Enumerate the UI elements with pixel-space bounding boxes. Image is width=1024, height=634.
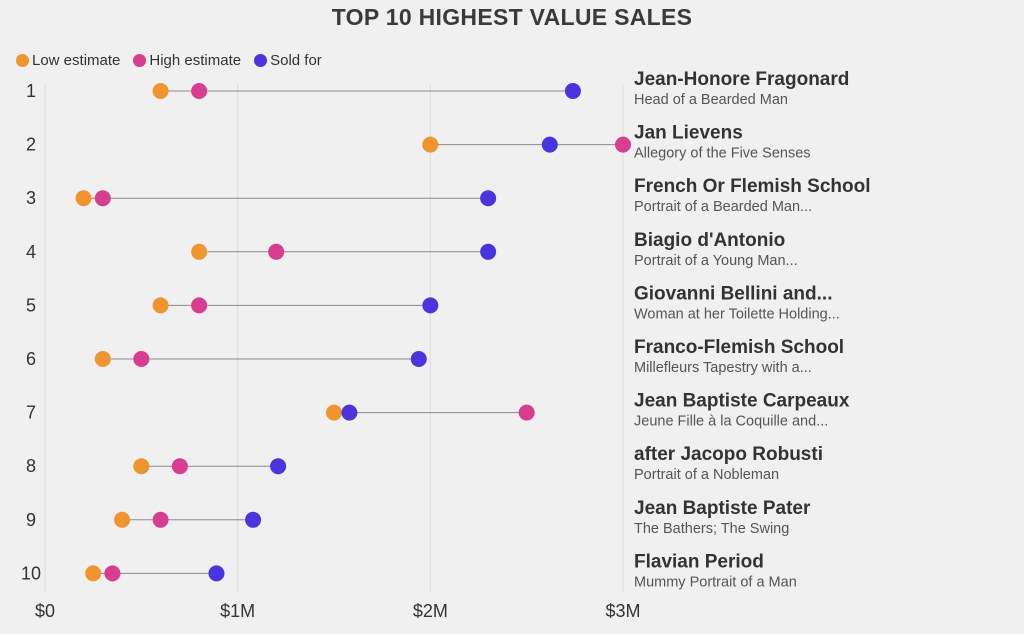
work-label: Woman at her Toilette Holding... xyxy=(634,306,840,322)
sold-for-point xyxy=(410,351,427,367)
high-estimate-point xyxy=(191,297,208,314)
work-label: Portrait of a Young Man... xyxy=(634,253,798,269)
data-row-8: 8 after Jacopo Robusti Portrait of a Noble… xyxy=(26,444,823,483)
sold-for-point xyxy=(422,297,439,314)
x-tick-label-1: $1M xyxy=(220,601,255,621)
data-row-5: 5 Giovanni Bellini and... Woman at her Toi… xyxy=(26,283,840,322)
sold-for-point xyxy=(270,458,287,475)
legend-item-sold[interactable]: Sold for xyxy=(254,52,322,69)
data-row-3: 3 French Or Flemish School Portrait of a B… xyxy=(26,176,871,215)
sold-for-point xyxy=(480,243,497,260)
rank-label: 7 xyxy=(26,403,36,423)
rank-label: 5 xyxy=(26,295,36,315)
data-row-7: 7 Jean Baptiste Carpeaux Jeune Fille à la … xyxy=(26,391,850,430)
rank-label: 2 xyxy=(26,135,36,155)
legend-label-sold: Sold for xyxy=(270,52,322,69)
sold-for-point xyxy=(480,190,497,207)
sold-for-point xyxy=(341,404,358,421)
high-estimate-point xyxy=(191,83,208,99)
rank-label: 6 xyxy=(26,349,36,369)
high-estimate-point xyxy=(171,458,188,475)
low-estimate-point xyxy=(75,190,92,207)
high-estimate-point xyxy=(152,511,169,528)
legend-item-low[interactable]: Low estimate xyxy=(16,52,120,69)
artist-label: Biagio d'Antonio xyxy=(634,230,785,251)
low-estimate-point xyxy=(152,83,169,99)
high-estimate-point xyxy=(104,565,121,582)
x-tick-label-2: $2M xyxy=(413,601,448,621)
data-row-6: 6 Franco-Flemish School Millefleurs Tapest… xyxy=(26,337,844,376)
low-estimate-point xyxy=(85,565,102,582)
low-estimate-point xyxy=(152,297,169,314)
x-tick-label-0: $0 xyxy=(35,601,55,621)
sold-for-point xyxy=(541,136,558,153)
low-estimate-point xyxy=(422,136,439,153)
work-label: Mummy Portrait of a Man xyxy=(634,574,797,590)
artist-label: Jean Baptiste Pater xyxy=(634,498,811,519)
rank-label: 1 xyxy=(26,81,36,101)
rank-label: 8 xyxy=(26,456,36,476)
low-estimate-point xyxy=(326,404,342,421)
sold-for-point xyxy=(564,83,581,99)
artist-label: French Or Flemish School xyxy=(634,176,871,197)
legend-item-high[interactable]: High estimate xyxy=(133,52,241,69)
work-label: Head of a Bearded Man xyxy=(634,92,788,108)
work-label: Portrait of a Nobleman xyxy=(634,467,779,483)
work-label: Millefleurs Tapestry with a... xyxy=(634,360,812,376)
artist-label: Jean Baptiste Carpeaux xyxy=(634,391,850,412)
artist-label: after Jacopo Robusti xyxy=(634,444,823,465)
work-label: Jeune Fille à la Coquille and... xyxy=(634,414,828,430)
data-row-9: 9 Jean Baptiste Pater The Bathers; The Swi… xyxy=(26,498,811,537)
low-estimate-point xyxy=(191,243,208,260)
artist-label: Franco-Flemish School xyxy=(634,337,844,358)
high-estimate-point xyxy=(615,136,631,153)
high-estimate-point xyxy=(518,404,535,421)
sold-for-point xyxy=(208,565,225,582)
legend-label-high: High estimate xyxy=(149,52,242,69)
x-tick-label-3: $3M xyxy=(605,601,640,621)
data-row-1: 1 Jean-Honore Fragonard Head of a Bearded … xyxy=(26,69,849,108)
high-estimate-point xyxy=(133,351,150,367)
legend-dot-low xyxy=(16,54,29,67)
low-estimate-point xyxy=(114,511,131,528)
low-estimate-point xyxy=(133,458,150,475)
data-row-2: 2 Jan Lievens Allegory of the Five Senses xyxy=(26,123,811,162)
data-row-10: 10 Flavian Period Mummy Portrait of a Man xyxy=(21,551,797,590)
work-label: The Bathers; The Swing xyxy=(634,521,789,537)
work-label: Portrait of a Bearded Man... xyxy=(634,199,812,215)
rank-label: 4 xyxy=(26,242,36,262)
work-label: Allegory of the Five Senses xyxy=(634,146,811,162)
sold-for-point xyxy=(245,511,262,528)
rank-label: 10 xyxy=(21,563,41,583)
rank-label: 9 xyxy=(26,510,36,530)
legend-label-low: Low estimate xyxy=(32,52,121,69)
legend: Low estimate High estimate Sold for xyxy=(16,52,335,69)
artist-label: Jean-Honore Fragonard xyxy=(634,69,849,90)
artist-label: Jan Lievens xyxy=(634,123,743,144)
rank-label: 3 xyxy=(26,188,36,208)
legend-dot-sold xyxy=(254,54,268,67)
data-row-4: 4 Biagio d'Antonio Portrait of a Young Man… xyxy=(26,230,798,269)
artist-label: Giovanni Bellini and... xyxy=(634,283,832,304)
low-estimate-point xyxy=(94,351,111,367)
chart-title: TOP 10 HIGHEST VALUE SALES xyxy=(331,4,693,30)
high-estimate-point xyxy=(94,190,111,207)
high-estimate-point xyxy=(268,243,285,260)
legend-dot-high xyxy=(133,54,147,67)
artist-label: Flavian Period xyxy=(634,551,764,572)
